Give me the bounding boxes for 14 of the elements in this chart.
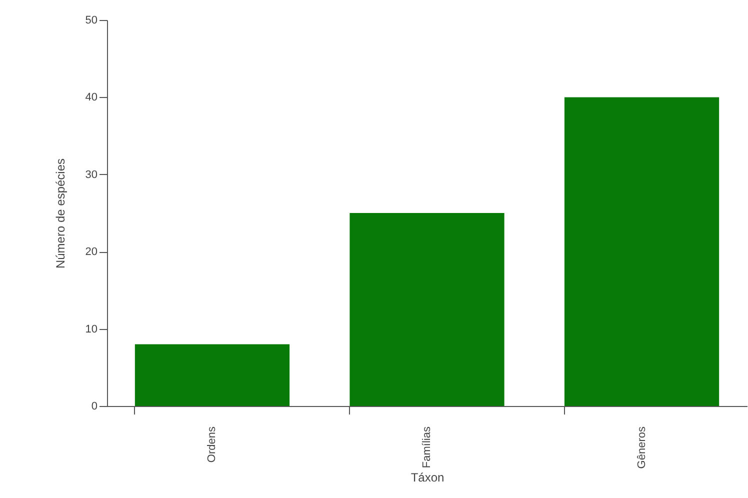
y-tick-label: 50 xyxy=(85,14,98,26)
x-axis-title: Táxon xyxy=(410,470,444,485)
x-tick-label: Gêneros xyxy=(636,426,648,469)
y-tick-label: 30 xyxy=(85,168,98,181)
y-tick-label: 10 xyxy=(85,323,98,336)
x-tick-label: Ordens xyxy=(206,426,218,463)
y-axis-title: Número de espécies xyxy=(53,158,68,269)
y-tick-label: 0 xyxy=(91,400,98,412)
x-tick-label: Famílias xyxy=(421,426,433,468)
y-tick-label: 40 xyxy=(85,92,98,104)
bar xyxy=(134,344,290,406)
bar xyxy=(564,97,720,406)
y-tick-label: 20 xyxy=(85,246,98,258)
bar xyxy=(350,213,504,406)
